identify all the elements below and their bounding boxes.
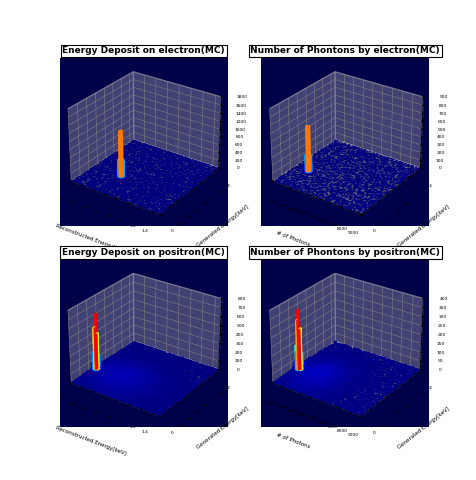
X-axis label: # of Photons: # of Photons [275, 230, 310, 248]
Title: Energy Deposit on electron(MC): Energy Deposit on electron(MC) [62, 47, 225, 55]
Title: Energy Deposit on positron(MC): Energy Deposit on positron(MC) [62, 248, 225, 257]
X-axis label: Reconstructed Energy[keV]: Reconstructed Energy[keV] [55, 425, 127, 456]
Y-axis label: Generated Energy[keV]: Generated Energy[keV] [396, 204, 450, 248]
Y-axis label: Generated Energy[keV]: Generated Energy[keV] [195, 406, 248, 450]
X-axis label: # of Photons: # of Photons [275, 432, 310, 449]
Title: Number of Phontons by positron(MC): Number of Phontons by positron(MC) [250, 248, 439, 257]
X-axis label: Reconstructed Energy[keV]: Reconstructed Energy[keV] [55, 224, 127, 255]
Y-axis label: Generated Energy[keV]: Generated Energy[keV] [396, 406, 450, 450]
Title: Number of Phontons by electron(MC): Number of Phontons by electron(MC) [250, 47, 439, 55]
Y-axis label: Generated Energy[keV]: Generated Energy[keV] [195, 204, 248, 248]
